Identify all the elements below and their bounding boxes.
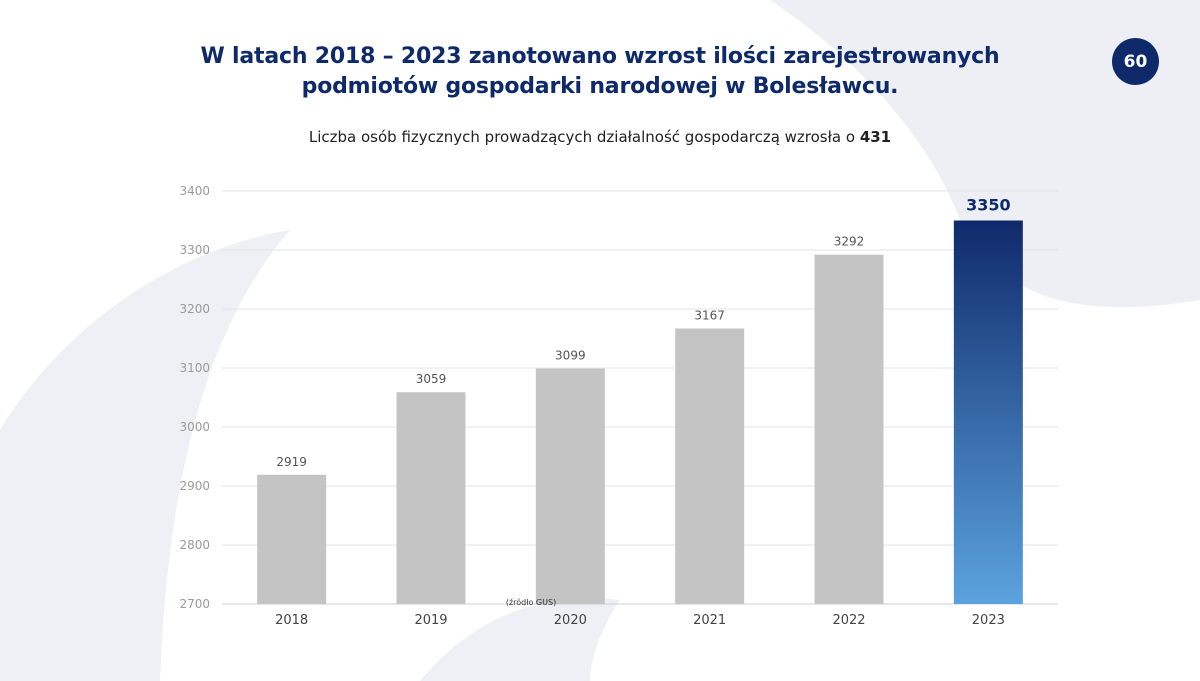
- y-tick-label: 2700: [179, 597, 210, 611]
- y-tick-label: 2900: [179, 479, 210, 493]
- page-number-badge: 60: [1112, 38, 1159, 85]
- x-tick-label: 2020: [554, 613, 587, 628]
- x-tick-label: 2022: [832, 613, 865, 628]
- subtitle-value: 431: [859, 128, 892, 146]
- x-tick-label: 2023: [972, 613, 1005, 628]
- bar: [535, 368, 605, 604]
- x-tick-label: 2021: [693, 613, 726, 628]
- y-axis-ticks: 2700 2800 2900 3000 3100 3200 3300 3400: [179, 184, 210, 611]
- data-labels: 2919 3059 3099 3167 3292 3350: [276, 196, 1010, 469]
- data-label: 2919: [276, 455, 307, 469]
- x-tick-label: 2018: [275, 613, 308, 628]
- data-label: 3099: [555, 349, 586, 363]
- x-tick-label: 2019: [414, 613, 447, 628]
- data-label: 3059: [416, 372, 447, 386]
- bars: [257, 220, 1023, 604]
- y-tick-label: 3400: [179, 184, 210, 198]
- data-label: 3292: [834, 235, 865, 249]
- y-tick-label: 3100: [179, 361, 210, 375]
- gridlines: [222, 190, 1058, 605]
- data-label: 3350: [966, 196, 1011, 215]
- subtitle-text: Liczba osób fizycznych prowadzących dzia…: [308, 128, 856, 146]
- bar: [675, 328, 745, 604]
- bar: [814, 254, 884, 604]
- y-tick-label: 3000: [179, 420, 210, 434]
- x-axis-ticks: 2018 2019 2020 2021 2022 2023: [275, 613, 1005, 628]
- y-tick-label: 3200: [179, 302, 210, 316]
- y-tick-label: 2800: [179, 538, 210, 552]
- title-line-2: podmiotów gospodarki narodowej w Bolesła…: [301, 74, 899, 99]
- bar: [257, 474, 327, 604]
- title-line-1: W latach 2018 – 2023 zanotowano wzrost i…: [200, 44, 1000, 69]
- subtitle: Liczba osób fizycznych prowadzących dzia…: [200, 128, 1000, 146]
- page-title: W latach 2018 – 2023 zanotowano wzrost i…: [150, 42, 1050, 102]
- bar: [953, 220, 1023, 604]
- y-tick-label: 3300: [179, 243, 210, 257]
- data-label: 3167: [694, 308, 725, 322]
- bar: [396, 392, 466, 604]
- source-note: (źródło GUS): [506, 597, 556, 607]
